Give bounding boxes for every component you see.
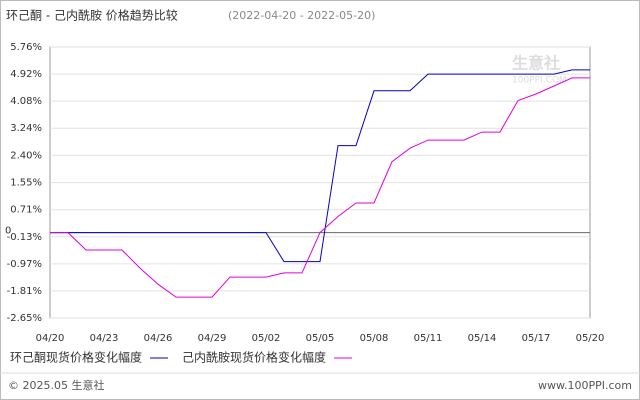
x-tick-label: 05/11 bbox=[414, 333, 443, 344]
x-tick-label: 05/08 bbox=[360, 333, 389, 344]
watermark-site: 100PPI.COM bbox=[512, 76, 567, 86]
y-tick-label: 1.55% bbox=[10, 178, 42, 189]
x-tick-label: 05/05 bbox=[306, 333, 335, 344]
y-tick-label: -1.81% bbox=[7, 286, 42, 297]
x-tick-label: 05/14 bbox=[468, 333, 497, 344]
x-tick-label: 05/20 bbox=[576, 333, 605, 344]
y-tick-label: 4.08% bbox=[10, 96, 42, 107]
y-tick-label: 3.24% bbox=[10, 123, 42, 134]
x-tick-label: 05/02 bbox=[252, 333, 281, 344]
chart-title: 环己酮 - 己内酰胺 价格趋势比较 bbox=[6, 8, 178, 23]
x-tick-label: 04/20 bbox=[36, 333, 65, 344]
y-tick-label: 4.92% bbox=[10, 69, 42, 80]
y-tick-label: -0.13% bbox=[7, 232, 42, 243]
footer-copyright: © 2025.05 生意社 bbox=[8, 378, 104, 392]
watermark: 生意社 bbox=[512, 54, 560, 73]
series-line bbox=[50, 69, 590, 263]
x-tick-label: 05/17 bbox=[522, 333, 551, 344]
y-tick-label: -0.97% bbox=[7, 259, 42, 270]
series-line bbox=[50, 77, 590, 298]
y-tick-label: 2.40% bbox=[10, 150, 42, 161]
legend-label: 环己酮现货价格变化幅度 bbox=[10, 350, 142, 365]
footer-site: www.100PPI.com bbox=[538, 379, 632, 392]
legend-label: 己内酰胺现货价格变化幅度 bbox=[182, 350, 326, 365]
x-tick-label: 04/23 bbox=[90, 333, 119, 344]
y-tick-label: 0.71% bbox=[10, 205, 42, 216]
x-tick-label: 04/29 bbox=[198, 333, 227, 344]
x-tick-label: 04/26 bbox=[144, 333, 173, 344]
y-tick-label: 5.76% bbox=[10, 42, 42, 53]
y-tick-label: -2.65% bbox=[7, 313, 42, 324]
zero-tick-label: 0 bbox=[5, 226, 11, 237]
chart-subtitle: (2022-04-20 - 2022-05-20) bbox=[228, 9, 375, 22]
